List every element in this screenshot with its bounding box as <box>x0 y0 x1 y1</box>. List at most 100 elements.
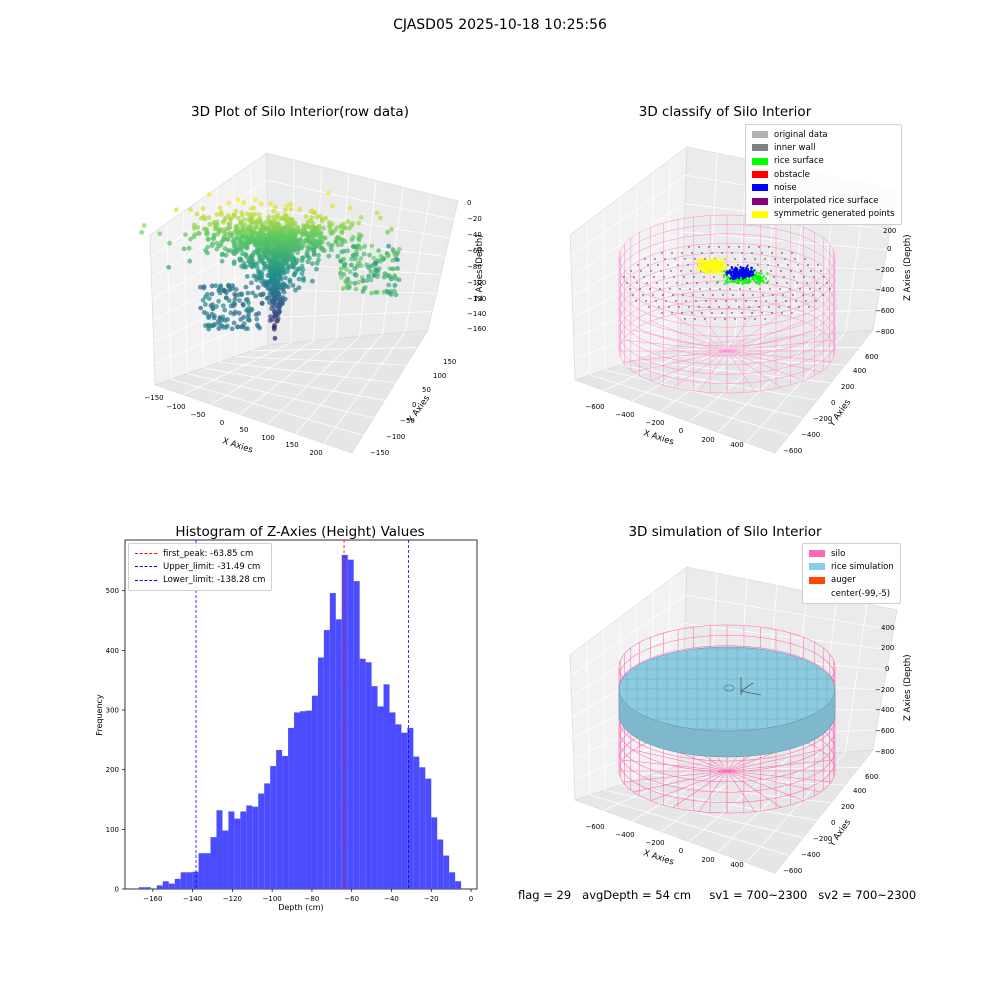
histogram-bar <box>222 830 229 889</box>
interpolated-point <box>704 258 706 260</box>
auger-arm <box>740 690 762 696</box>
avg-depth-value: avgDepth = 54 cm <box>582 888 692 902</box>
raw-point <box>283 275 288 281</box>
histogram-bar <box>389 712 396 889</box>
interpolated-point <box>731 252 733 254</box>
histogram-y-tick-label: 100 <box>106 826 119 834</box>
classify-legend: original data inner wall rice surface ob… <box>745 124 902 226</box>
histogram-bar <box>425 778 432 889</box>
interpolated-point <box>795 300 797 302</box>
raw-point <box>228 303 234 309</box>
auger-arm <box>740 682 754 692</box>
interpolated-point <box>776 282 778 284</box>
interpolated-point <box>760 270 762 272</box>
rice-surface-point <box>743 281 746 285</box>
interpolated-point <box>759 288 761 290</box>
raw-point <box>339 249 345 255</box>
raw-point <box>360 289 366 294</box>
classify-z-tick: −200 <box>875 266 894 274</box>
interpolated-point <box>777 264 779 266</box>
raw-point <box>244 254 249 260</box>
histogram-bar <box>365 662 372 889</box>
classify-x-tick: 400 <box>730 441 743 449</box>
raw-x-tick: 150 <box>285 441 298 449</box>
interpolated-point <box>791 312 793 314</box>
raw-point <box>173 207 179 213</box>
interpolated-point <box>748 306 750 308</box>
raw-point <box>206 296 212 301</box>
raw-point <box>311 252 317 257</box>
raw-point <box>335 254 341 259</box>
raw-point <box>373 290 378 295</box>
simulation-z-axis-label: Z Axies (Depth) <box>903 654 913 721</box>
raw-point <box>259 301 265 306</box>
raw-point <box>339 275 344 280</box>
raw-point-cloud <box>139 190 402 341</box>
simulation-z-tick: 400 <box>881 624 894 632</box>
rice-surface-point <box>764 277 767 280</box>
histogram-bar <box>383 684 390 889</box>
symmetric-generated-point <box>704 271 708 274</box>
symmetric-generated-point <box>700 260 703 263</box>
raw-point <box>139 230 145 235</box>
interpolated-point <box>645 300 647 302</box>
noise-point <box>734 273 738 276</box>
raw-point <box>187 258 193 264</box>
raw-point <box>253 197 258 203</box>
histogram-bar <box>455 881 462 889</box>
interpolated-point <box>813 276 815 278</box>
classify-y-tick: 0 <box>831 399 835 407</box>
interpolated-point <box>722 294 724 296</box>
noise-point <box>744 270 747 273</box>
interpolated-point <box>761 252 763 254</box>
interpolated-point <box>803 276 805 278</box>
symmetric-generated-point <box>711 258 714 261</box>
raw-point <box>362 244 367 249</box>
raw-point <box>376 248 381 253</box>
histogram-bar <box>252 806 259 889</box>
raw-point <box>378 215 383 221</box>
raw-point <box>390 258 396 263</box>
raw-point <box>209 291 215 297</box>
noise-point <box>730 267 733 270</box>
raw-point <box>210 306 216 312</box>
raw-point <box>203 323 208 328</box>
histogram-bar <box>216 810 223 889</box>
interpolated-point <box>674 258 676 260</box>
simulation-x-tick: −200 <box>645 839 664 847</box>
classify-x-ticks: −600 −400 −200 0 200 400 <box>585 403 743 449</box>
rice-surface-point <box>761 276 764 279</box>
interpolated-point <box>771 312 773 314</box>
interpolated-point <box>802 294 804 296</box>
interpolated-point <box>742 294 744 296</box>
interpolated-point <box>729 288 731 290</box>
raw-point <box>211 236 216 242</box>
interpolated-point <box>665 300 667 302</box>
simulation-legend: silo rice simulation auger center(-99,-5… <box>802 543 901 605</box>
interpolated-point <box>635 300 637 302</box>
raw-point <box>244 274 250 279</box>
raw-z-ticks: 0 −20 −40 −60 −80 −100 −120 −140 −160 <box>467 199 486 333</box>
histogram-y-ticks: 0 100 200 300 400 500 <box>106 587 125 894</box>
noise-point <box>740 275 743 278</box>
histogram-bar <box>276 749 283 889</box>
legend-item: rice simulation <box>809 560 894 573</box>
symmetric-generated-point <box>696 269 699 273</box>
raw-point <box>268 201 273 206</box>
raw-point <box>239 247 244 253</box>
raw-point <box>293 287 298 293</box>
interpolated-point <box>752 294 754 296</box>
noise-point <box>749 269 752 272</box>
interpolated-point <box>757 264 759 266</box>
noise-point <box>748 275 751 278</box>
raw-point <box>340 286 346 292</box>
raw-z-tick: −20 <box>467 215 482 223</box>
raw-point <box>222 317 228 323</box>
histogram-bar <box>377 706 384 889</box>
raw-point <box>225 237 231 242</box>
interpolated-point <box>764 318 766 320</box>
symmetric-generated-point <box>715 265 718 268</box>
interpolated-point <box>773 276 775 278</box>
histogram-y-tick-label: 300 <box>106 707 119 715</box>
interpolated-point <box>800 270 802 272</box>
